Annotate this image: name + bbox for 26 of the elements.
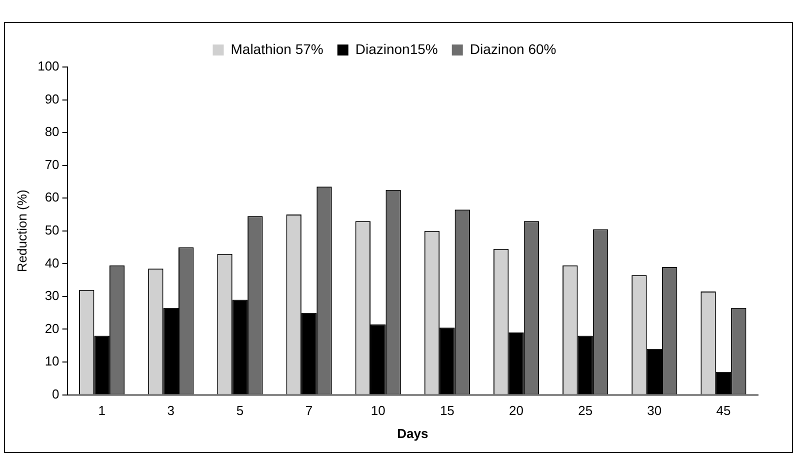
y-tick-label: 0 [52,386,60,402]
x-axis-title: Days [397,426,428,441]
x-tick-label: 25 [578,403,593,418]
y-tick-label: 20 [44,320,60,336]
y-tick-label: 50 [44,222,60,238]
x-tick-label: 30 [647,403,662,418]
y-tick-label: 80 [44,124,60,140]
y-tick-label: 100 [38,58,60,74]
y-tick-label: 30 [44,288,60,304]
x-tick-label: 1 [98,403,106,418]
x-tick-label: 45 [716,403,731,418]
legend-label: Malathion 57% [230,40,324,57]
y-axis-title: Reduction (%) [14,190,30,272]
x-tick-label: 15 [440,403,454,418]
x-tick-label: 20 [509,403,524,418]
y-tick-label: 40 [44,255,60,270]
legend-label: Diazinon 60% [470,40,556,57]
legend-label: Diazinon15% [355,40,438,57]
x-tick-label: 10 [370,403,386,418]
x-tick-label: 5 [236,403,244,418]
x-tick-label: 7 [305,403,313,418]
x-tick-label: 3 [167,403,175,418]
y-tick-label: 60 [44,190,60,205]
y-tick-label: 70 [44,156,60,172]
y-tick-label: 90 [44,91,60,106]
y-tick-label: 10 [44,354,60,369]
